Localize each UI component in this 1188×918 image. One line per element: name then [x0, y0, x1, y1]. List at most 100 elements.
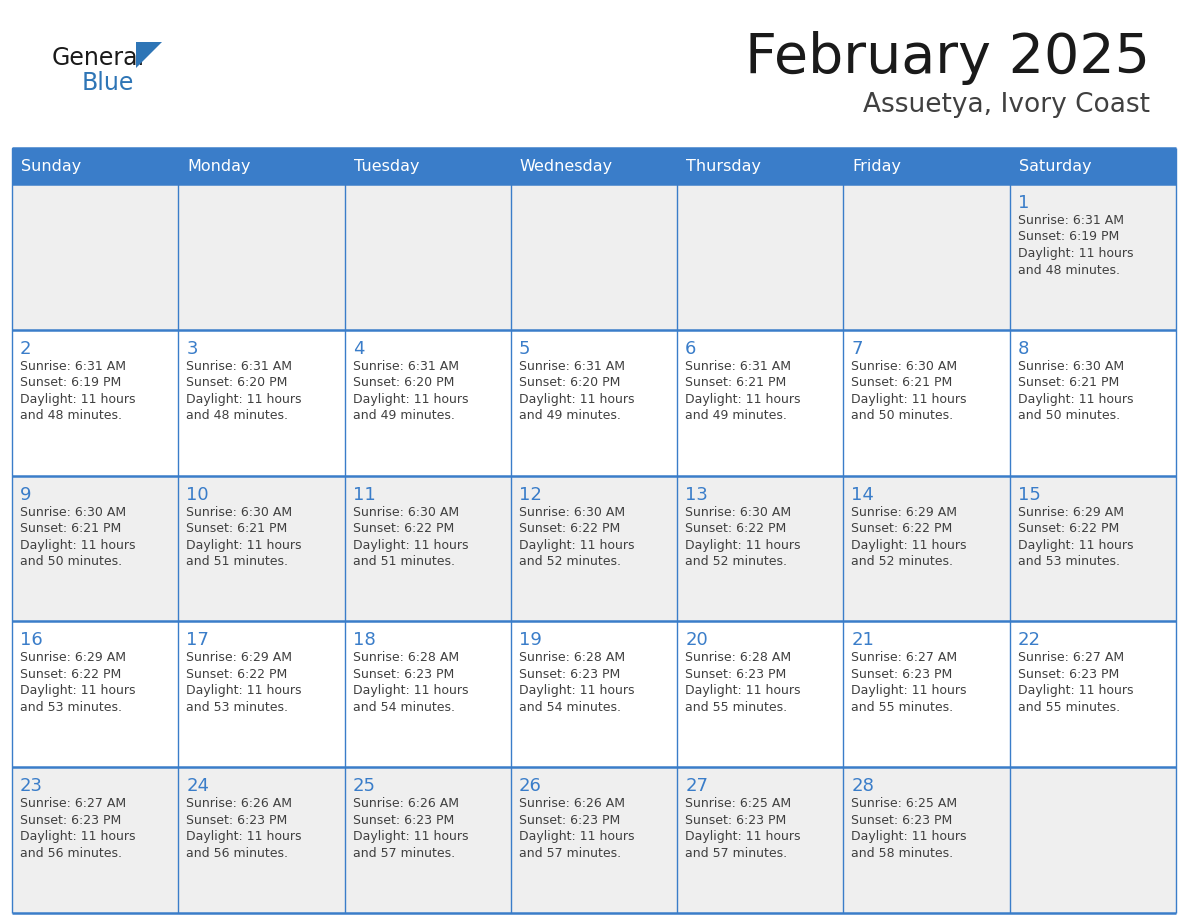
Text: Sunset: 6:20 PM: Sunset: 6:20 PM	[519, 376, 620, 389]
Text: Sunset: 6:21 PM: Sunset: 6:21 PM	[187, 522, 287, 535]
Text: Sunset: 6:21 PM: Sunset: 6:21 PM	[20, 522, 121, 535]
Text: Daylight: 11 hours: Daylight: 11 hours	[685, 830, 801, 844]
Text: 17: 17	[187, 632, 209, 649]
Bar	[1010, 148, 1176, 184]
Text: Sunset: 6:23 PM: Sunset: 6:23 PM	[519, 813, 620, 827]
Text: 8: 8	[1018, 340, 1029, 358]
Text: 4: 4	[353, 340, 364, 358]
Text: Sunrise: 6:25 AM: Sunrise: 6:25 AM	[685, 797, 791, 811]
Text: and 57 minutes.: and 57 minutes.	[353, 846, 455, 859]
Text: 28: 28	[852, 778, 874, 795]
Text: Sunrise: 6:31 AM: Sunrise: 6:31 AM	[353, 360, 459, 373]
Text: and 48 minutes.: and 48 minutes.	[187, 409, 289, 422]
Text: Sunset: 6:20 PM: Sunset: 6:20 PM	[187, 376, 287, 389]
Text: 6: 6	[685, 340, 696, 358]
Text: 13: 13	[685, 486, 708, 504]
Text: Sunset: 6:22 PM: Sunset: 6:22 PM	[1018, 522, 1119, 535]
Text: Daylight: 11 hours: Daylight: 11 hours	[187, 685, 302, 698]
Text: Daylight: 11 hours: Daylight: 11 hours	[685, 393, 801, 406]
Text: Sunrise: 6:31 AM: Sunrise: 6:31 AM	[1018, 214, 1124, 227]
Text: Sunrise: 6:25 AM: Sunrise: 6:25 AM	[852, 797, 958, 811]
Bar	[12, 767, 1176, 913]
Text: Daylight: 11 hours: Daylight: 11 hours	[353, 685, 468, 698]
Text: Sunset: 6:19 PM: Sunset: 6:19 PM	[20, 376, 121, 389]
Text: Sunset: 6:23 PM: Sunset: 6:23 PM	[20, 813, 121, 827]
Text: and 55 minutes.: and 55 minutes.	[685, 701, 788, 714]
Text: and 57 minutes.: and 57 minutes.	[685, 846, 788, 859]
Text: Sunset: 6:23 PM: Sunset: 6:23 PM	[852, 668, 953, 681]
Bar	[345, 148, 511, 184]
Text: Daylight: 11 hours: Daylight: 11 hours	[852, 393, 967, 406]
Text: Sunrise: 6:30 AM: Sunrise: 6:30 AM	[20, 506, 126, 519]
Bar	[677, 148, 843, 184]
Text: Daylight: 11 hours: Daylight: 11 hours	[519, 393, 634, 406]
Text: and 52 minutes.: and 52 minutes.	[852, 555, 954, 568]
Text: 7: 7	[852, 340, 862, 358]
Bar	[843, 148, 1010, 184]
Text: Sunrise: 6:31 AM: Sunrise: 6:31 AM	[187, 360, 292, 373]
Bar	[511, 148, 677, 184]
Text: Sunset: 6:22 PM: Sunset: 6:22 PM	[852, 522, 953, 535]
Text: 9: 9	[20, 486, 32, 504]
Text: Daylight: 11 hours: Daylight: 11 hours	[353, 539, 468, 552]
Text: Daylight: 11 hours: Daylight: 11 hours	[187, 830, 302, 844]
Text: Sunrise: 6:30 AM: Sunrise: 6:30 AM	[852, 360, 958, 373]
Bar	[12, 330, 1176, 476]
Bar	[12, 476, 1176, 621]
Text: Tuesday: Tuesday	[354, 159, 419, 174]
Text: Daylight: 11 hours: Daylight: 11 hours	[187, 393, 302, 406]
Text: Daylight: 11 hours: Daylight: 11 hours	[519, 685, 634, 698]
Text: and 53 minutes.: and 53 minutes.	[187, 701, 289, 714]
Text: Sunrise: 6:30 AM: Sunrise: 6:30 AM	[519, 506, 625, 519]
Text: and 53 minutes.: and 53 minutes.	[20, 701, 122, 714]
Text: Sunrise: 6:28 AM: Sunrise: 6:28 AM	[353, 652, 459, 665]
Bar	[12, 621, 1176, 767]
Text: Sunrise: 6:31 AM: Sunrise: 6:31 AM	[20, 360, 126, 373]
Text: 19: 19	[519, 632, 542, 649]
Text: Daylight: 11 hours: Daylight: 11 hours	[1018, 539, 1133, 552]
Text: Saturday: Saturday	[1019, 159, 1092, 174]
Text: 25: 25	[353, 778, 375, 795]
Text: and 55 minutes.: and 55 minutes.	[852, 701, 954, 714]
Text: Sunset: 6:21 PM: Sunset: 6:21 PM	[1018, 376, 1119, 389]
Text: 27: 27	[685, 778, 708, 795]
Text: Sunset: 6:22 PM: Sunset: 6:22 PM	[353, 522, 454, 535]
Text: 15: 15	[1018, 486, 1041, 504]
Text: Sunset: 6:23 PM: Sunset: 6:23 PM	[852, 813, 953, 827]
Text: Daylight: 11 hours: Daylight: 11 hours	[187, 539, 302, 552]
Text: Sunset: 6:21 PM: Sunset: 6:21 PM	[685, 376, 786, 389]
Text: and 50 minutes.: and 50 minutes.	[852, 409, 954, 422]
Text: 21: 21	[852, 632, 874, 649]
Text: Sunrise: 6:31 AM: Sunrise: 6:31 AM	[685, 360, 791, 373]
Text: Daylight: 11 hours: Daylight: 11 hours	[20, 685, 135, 698]
Text: and 58 minutes.: and 58 minutes.	[852, 846, 954, 859]
Text: Thursday: Thursday	[687, 159, 762, 174]
Text: Daylight: 11 hours: Daylight: 11 hours	[353, 830, 468, 844]
Text: and 52 minutes.: and 52 minutes.	[685, 555, 788, 568]
Text: Daylight: 11 hours: Daylight: 11 hours	[519, 539, 634, 552]
Text: Assuetya, Ivory Coast: Assuetya, Ivory Coast	[862, 92, 1150, 118]
Text: Sunset: 6:20 PM: Sunset: 6:20 PM	[353, 376, 454, 389]
Text: Sunrise: 6:26 AM: Sunrise: 6:26 AM	[353, 797, 459, 811]
Text: and 53 minutes.: and 53 minutes.	[1018, 555, 1120, 568]
Text: Friday: Friday	[853, 159, 902, 174]
Text: Sunrise: 6:30 AM: Sunrise: 6:30 AM	[187, 506, 292, 519]
Text: Sunrise: 6:30 AM: Sunrise: 6:30 AM	[685, 506, 791, 519]
Text: Daylight: 11 hours: Daylight: 11 hours	[852, 685, 967, 698]
Text: Sunrise: 6:31 AM: Sunrise: 6:31 AM	[519, 360, 625, 373]
Text: and 48 minutes.: and 48 minutes.	[20, 409, 122, 422]
Text: 23: 23	[20, 778, 43, 795]
Text: 3: 3	[187, 340, 197, 358]
Text: Daylight: 11 hours: Daylight: 11 hours	[1018, 685, 1133, 698]
Text: 1: 1	[1018, 194, 1029, 212]
Text: Sunrise: 6:29 AM: Sunrise: 6:29 AM	[852, 506, 958, 519]
Text: Sunrise: 6:30 AM: Sunrise: 6:30 AM	[353, 506, 459, 519]
Text: Sunrise: 6:27 AM: Sunrise: 6:27 AM	[852, 652, 958, 665]
Text: Daylight: 11 hours: Daylight: 11 hours	[852, 539, 967, 552]
Text: and 49 minutes.: and 49 minutes.	[519, 409, 621, 422]
Text: and 52 minutes.: and 52 minutes.	[519, 555, 621, 568]
Text: Sunset: 6:23 PM: Sunset: 6:23 PM	[519, 668, 620, 681]
Text: Daylight: 11 hours: Daylight: 11 hours	[1018, 393, 1133, 406]
Text: Sunrise: 6:29 AM: Sunrise: 6:29 AM	[1018, 506, 1124, 519]
Text: and 51 minutes.: and 51 minutes.	[353, 555, 455, 568]
